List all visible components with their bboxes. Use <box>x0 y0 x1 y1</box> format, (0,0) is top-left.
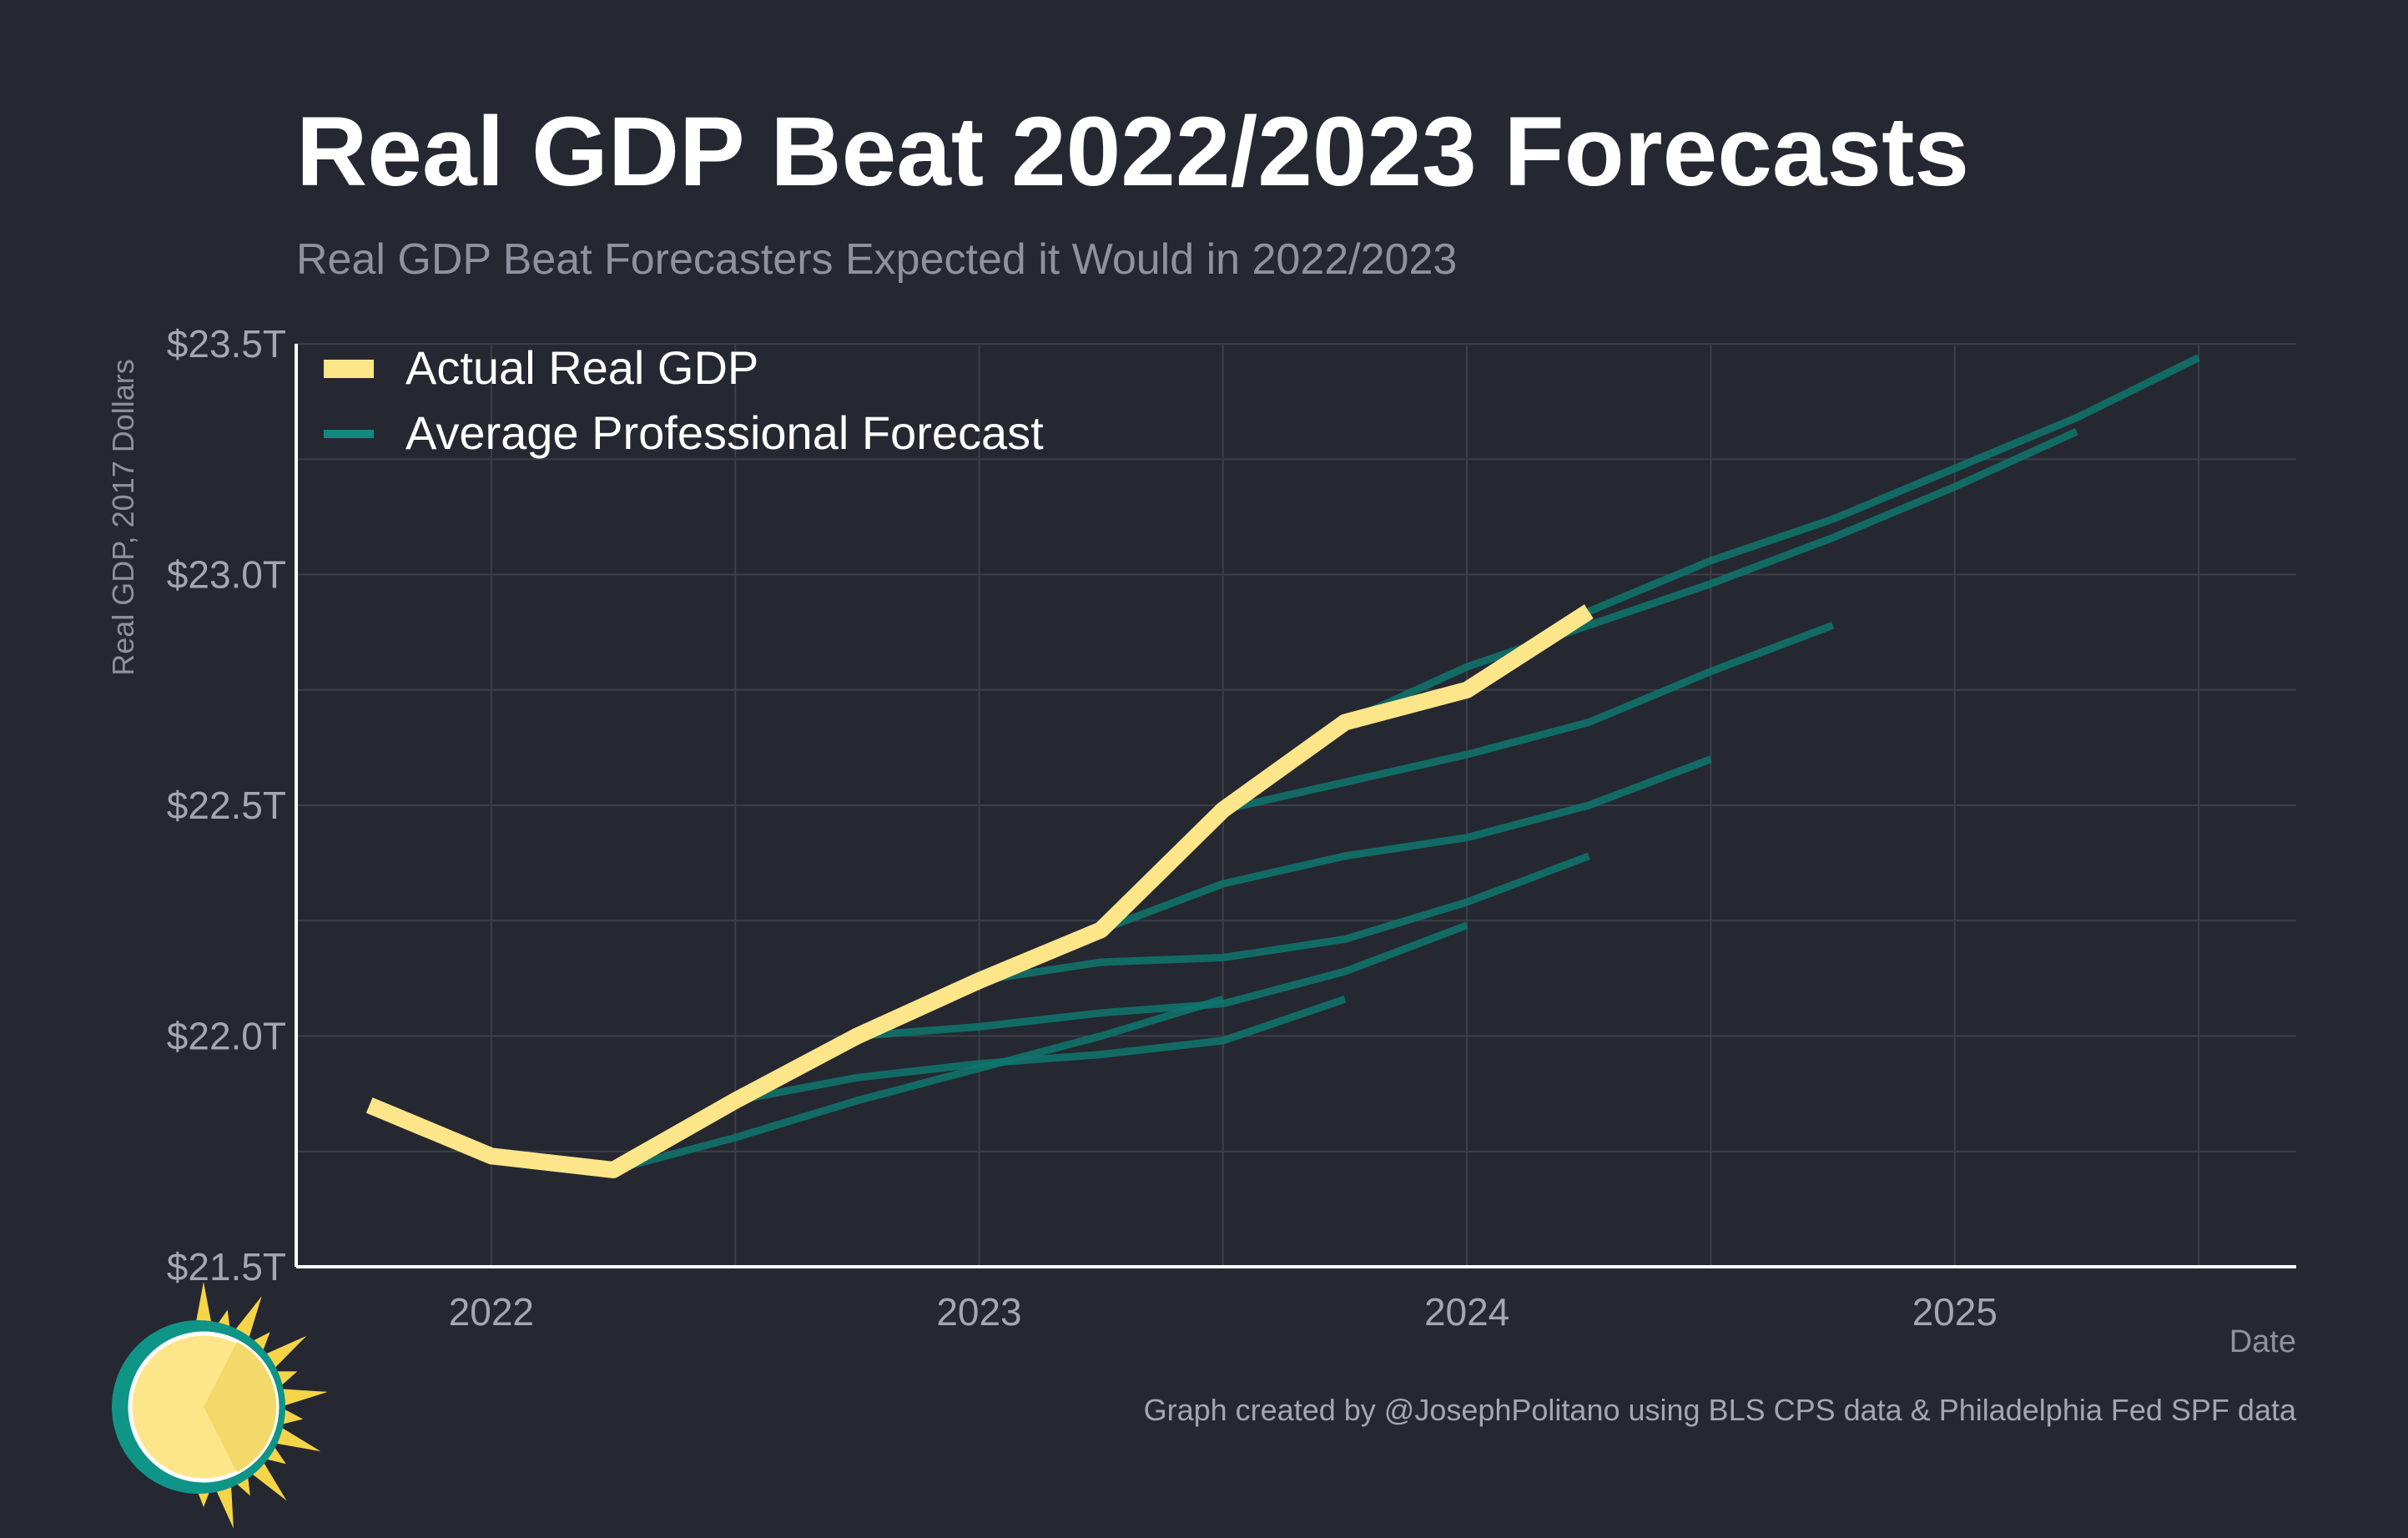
forecast-series <box>612 354 2201 1174</box>
chart-subtitle: Real GDP Beat Forecasters Expected it Wo… <box>296 235 1457 284</box>
x-tick-label: 2023 <box>936 1290 1021 1334</box>
source-caption: Graph created by @JosephPolitano using B… <box>1144 1393 2297 1427</box>
axes <box>295 344 2296 1268</box>
actual-gdp-line <box>365 604 1594 1178</box>
y-tick-labels: $21.5T $22.0T $22.5T $23.0T $23.5T <box>167 322 286 1288</box>
x-tick-label: 2022 <box>449 1290 534 1334</box>
forecast-line-8 <box>1587 354 2201 615</box>
y-axis-title: Real GDP, 2017 Dollars <box>106 359 140 676</box>
y-tick-label: $23.5T <box>167 322 286 366</box>
chart-title: Real GDP Beat 2022/2023 Forecasts <box>296 97 1969 207</box>
legend-forecast-label: Average Professional Forecast <box>406 406 1044 459</box>
y-tick-label: $22.0T <box>167 1015 286 1058</box>
grid-lines <box>296 343 2296 1267</box>
actual-series <box>365 604 1594 1178</box>
forecast-line-1 <box>612 995 1225 1174</box>
y-tick-label: $21.5T <box>167 1245 286 1288</box>
x-axis-title: Date <box>2229 1324 2296 1359</box>
forecast-line-5 <box>1100 755 1712 934</box>
forecast-line-6 <box>1222 622 1835 814</box>
y-tick-label: $23.0T <box>167 553 286 597</box>
x-tick-label: 2024 <box>1424 1290 1509 1334</box>
x-tick-labels: 2022 2023 2024 2025 <box>449 1290 1997 1334</box>
y-tick-label: $22.5T <box>167 784 286 827</box>
forecast-line-4 <box>978 852 1590 985</box>
forecast-line-7 <box>1343 428 2078 726</box>
legend-actual-label: Actual Real GDP <box>406 341 758 394</box>
forecast-line-2 <box>734 996 1347 1105</box>
legend: Actual Real GDP Average Professional For… <box>324 341 1044 459</box>
forecast-line-3 <box>856 921 1468 1040</box>
x-tick-label: 2025 <box>1912 1290 1997 1334</box>
sun-logo-icon <box>112 1282 328 1529</box>
